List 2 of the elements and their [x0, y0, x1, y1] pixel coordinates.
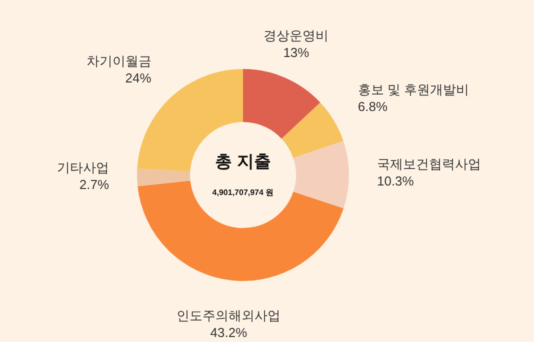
text: 4,901,707,974 원: [212, 188, 274, 197]
text: 총 지출: [215, 152, 271, 171]
